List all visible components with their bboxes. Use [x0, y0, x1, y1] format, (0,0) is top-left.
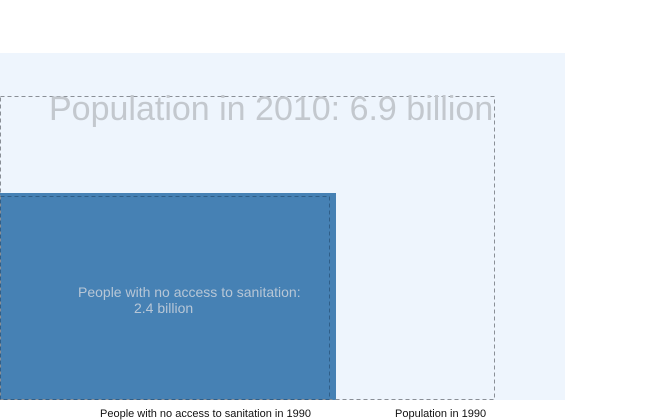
sanitation-2010-label: People with no access to sanitation: 2.4… — [78, 284, 334, 316]
sanitation-2010-label-line2: 2.4 billion — [134, 300, 194, 316]
outline-population-1990 — [0, 96, 495, 400]
label-sanitation-1990: People with no access to sanitation in 1… — [100, 408, 311, 420]
sanitation-2010-label-line1: People with no access to sanitation: — [78, 284, 301, 300]
label-population-1990: Population in 1990 — [395, 408, 487, 420]
area-sanitation-2010 — [0, 193, 336, 400]
outline-sanitation-1990 — [0, 196, 330, 400]
chart-title: Population in 2010: 6.9 billion — [49, 90, 494, 128]
